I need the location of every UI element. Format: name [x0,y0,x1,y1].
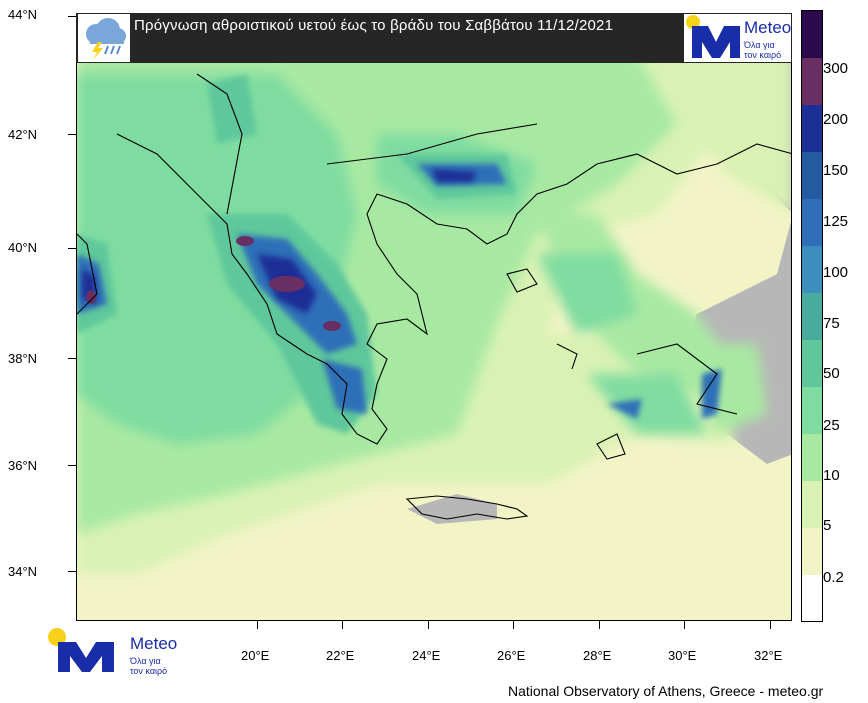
colorbar-segment [802,151,822,200]
colorbar-segment [802,574,822,622]
colorbar-label: 125 [823,213,849,230]
lat-label-34: 34°N [8,564,38,579]
colorbar-segment [802,57,822,106]
colorbar-label: 75 [823,315,840,332]
colorbar-segment [802,292,822,340]
meteo-logo-top: Meteo Όλα για τον καιρό [684,14,791,62]
colorbar-segment [802,339,822,387]
colorbar-segment [802,386,822,434]
lat-label-44: 44°N [8,7,38,22]
precip-colorbar [801,10,823,622]
meteo-logo-icon [686,15,740,58]
lon-label-28: 28°E [583,648,612,663]
colorbar-segment [802,245,822,294]
colorbar-label: 0.2 [823,569,844,586]
logo-tagline-2: τον καιρό [130,666,168,676]
colorbar-label: 150 [823,162,849,179]
lon-label-32: 32°E [754,648,783,663]
lon-label-20: 20°E [241,648,270,663]
colorbar-segment [802,11,822,59]
lat-tick-36 [68,465,76,466]
credit-text: National Observatory of Athens, Greece -… [508,683,824,699]
lon-tick-28 [599,621,600,629]
lon-tick-20 [257,621,258,629]
precipitation-field [77,14,791,620]
lat-label-36: 36°N [8,458,38,473]
logo-tagline-1: Όλα για [130,656,161,666]
lat-label-40: 40°N [8,240,38,255]
lon-tick-32 [770,621,771,629]
logo-tagline-2: τον καιρό [744,50,782,60]
lon-tick-22 [342,621,343,629]
lon-label-24: 24°E [412,648,441,663]
meteo-logo-bottom: Meteo Όλα για τον καιρό [46,626,186,676]
logo-wordmark: Meteo [130,634,178,653]
lat-tick-44 [68,16,76,17]
rain-cloud-icon [86,18,126,60]
colorbar-label: 5 [823,517,832,534]
logo-wordmark: Meteo [744,18,792,37]
colorbar-segment [802,104,822,153]
colorbar-label: 25 [823,417,840,434]
lat-tick-34 [68,571,76,572]
logo-tagline-1: Όλα για [744,40,775,50]
colorbar-label: 10 [823,467,840,484]
colorbar-label: 200 [823,111,849,128]
lon-label-30: 30°E [668,648,697,663]
land-mask-crete [407,494,497,524]
precipitation-map [76,13,792,621]
lat-tick-40 [68,248,76,249]
coastlines [77,73,791,520]
colorbar-label: 300 [823,60,849,77]
lon-tick-24 [428,621,429,629]
lon-label-26: 26°E [497,648,526,663]
colorbar-label: 100 [823,264,849,281]
colorbar-segment [802,198,822,247]
lon-tick-30 [684,621,685,629]
colorbar-segment [802,480,822,528]
map-title: Πρόγνωση αθροιστικού υετού έως το βράδυ … [134,17,614,34]
lat-label-42: 42°N [8,127,38,142]
lat-tick-38 [68,358,76,359]
rain-icon-box [78,14,130,62]
lat-tick-42 [68,134,76,135]
lat-label-38: 38°N [8,351,38,366]
colorbar-label: 50 [823,365,840,382]
precip-zone-300mm [86,236,341,331]
lon-tick-26 [513,621,514,629]
title-bar [76,13,792,63]
meteo-logo-icon [48,628,114,672]
colorbar-segment [802,433,822,481]
colorbar-segment [802,527,822,575]
lon-label-22: 22°E [326,648,355,663]
